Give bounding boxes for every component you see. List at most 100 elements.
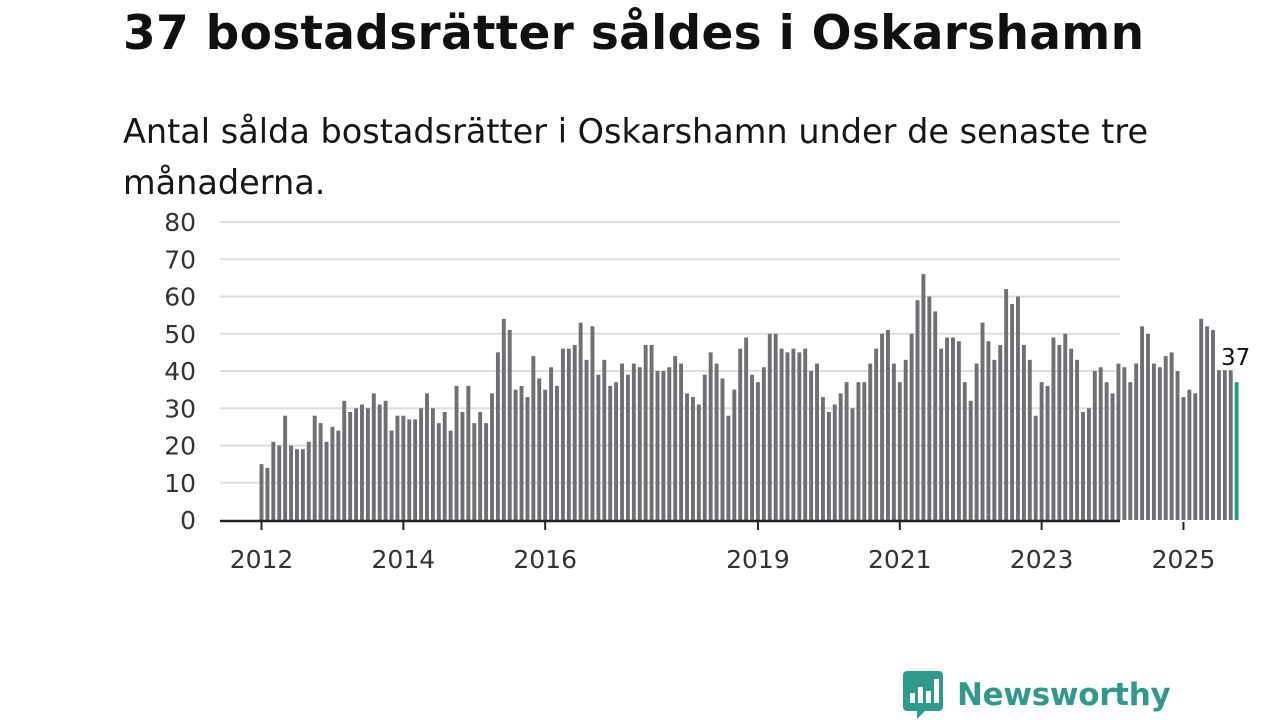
bar	[909, 333, 914, 520]
y-tick-label: 60	[164, 283, 196, 312]
bar	[962, 382, 967, 520]
chart-title: 37 bostadsrätter såldes i Oskarshamn	[123, 6, 1145, 61]
bar	[407, 419, 412, 520]
bar	[767, 333, 772, 520]
bar	[998, 344, 1003, 520]
bar	[1199, 318, 1204, 520]
bar	[667, 367, 672, 520]
newsworthy-logo: Newsworthy	[903, 671, 1171, 719]
bar	[891, 363, 896, 520]
bar	[478, 411, 483, 520]
bar	[348, 411, 353, 520]
bar	[454, 385, 459, 520]
bar	[389, 430, 394, 520]
bar	[578, 322, 583, 520]
bar	[1033, 415, 1038, 520]
bar	[383, 400, 388, 520]
bar	[1110, 393, 1115, 520]
bar	[1205, 326, 1210, 520]
bar	[495, 352, 500, 521]
bar	[1228, 367, 1233, 520]
bar	[413, 419, 418, 520]
bar	[690, 397, 695, 520]
bar	[897, 382, 902, 520]
bar	[342, 400, 347, 520]
last-value-label: 37	[1221, 345, 1250, 371]
bar	[1016, 296, 1020, 520]
bar	[1193, 393, 1198, 520]
bar-latest	[1234, 382, 1239, 520]
bar	[726, 415, 731, 520]
bar	[880, 333, 884, 520]
bar	[472, 423, 477, 520]
x-tick-label: 2021	[868, 545, 932, 574]
bar	[566, 348, 571, 520]
y-tick-label: 40	[164, 357, 196, 386]
bar	[371, 393, 376, 520]
bar	[602, 359, 607, 520]
chat-bar-chart-icon	[903, 671, 943, 719]
bar	[1146, 333, 1150, 520]
bar	[1063, 333, 1068, 520]
bar	[886, 330, 890, 520]
bar	[738, 348, 743, 520]
bar	[1086, 408, 1091, 520]
bar	[596, 374, 601, 520]
bar	[862, 382, 867, 520]
bar	[714, 363, 719, 520]
y-tick-label: 20	[164, 432, 196, 461]
bar	[555, 385, 559, 520]
bar	[1010, 303, 1015, 520]
y-tick-label: 70	[164, 245, 196, 274]
bar	[543, 389, 548, 521]
bar	[425, 393, 429, 520]
bar	[750, 374, 754, 520]
bar	[1175, 371, 1180, 520]
bar	[980, 322, 985, 520]
y-tick-label: 10	[164, 469, 196, 498]
bar	[265, 467, 270, 520]
bar	[637, 367, 642, 520]
bar	[1128, 382, 1133, 520]
bar	[755, 382, 760, 520]
bar	[271, 441, 276, 520]
bar	[365, 408, 370, 520]
bar	[785, 352, 790, 521]
bar	[1027, 359, 1032, 520]
y-tick-label: 50	[164, 320, 196, 349]
x-tick-label: 2025	[1152, 545, 1216, 574]
bar	[815, 363, 819, 520]
bar	[501, 318, 506, 520]
bar	[702, 374, 707, 520]
bar	[797, 352, 802, 521]
bar	[696, 404, 701, 520]
bar	[513, 389, 518, 521]
bar	[939, 348, 944, 520]
bar	[945, 337, 950, 520]
x-tick-label: 2023	[1010, 545, 1074, 574]
chart-subtitle: Antal sålda bostadsrätter i Oskarshamn u…	[123, 112, 1149, 202]
bar	[572, 344, 577, 520]
y-axis-ticks: 0 10 20 30 40 50 60 70 80	[164, 208, 196, 535]
bar	[259, 464, 264, 521]
bar	[673, 356, 678, 520]
bar	[933, 311, 938, 520]
bar	[1134, 363, 1139, 520]
bar	[336, 430, 341, 520]
bar	[844, 382, 849, 520]
bar	[1140, 326, 1145, 520]
bar	[986, 341, 991, 520]
bar	[442, 411, 447, 520]
bar	[1039, 382, 1044, 520]
bar	[874, 348, 879, 520]
y-tick-label: 0	[180, 506, 196, 535]
bar	[318, 423, 323, 520]
bar	[821, 397, 825, 520]
bar	[1181, 397, 1186, 520]
x-tick-label: 2014	[372, 545, 436, 574]
last-value-label-bg	[1216, 342, 1255, 371]
bar	[531, 356, 536, 520]
bar	[360, 404, 364, 520]
bar	[956, 341, 961, 520]
bar	[1116, 363, 1121, 520]
